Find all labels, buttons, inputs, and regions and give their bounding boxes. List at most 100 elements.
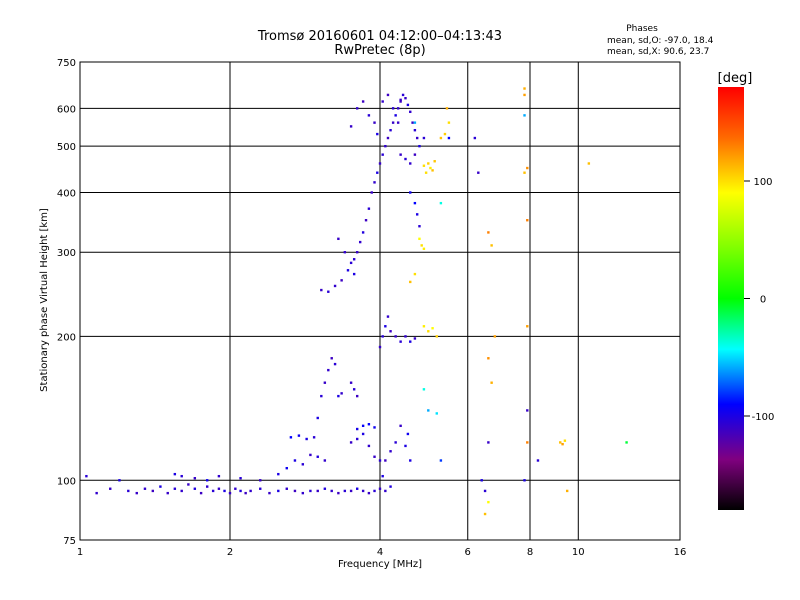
- x-tick-label: 2: [227, 547, 233, 558]
- data-point: [625, 441, 628, 444]
- plot-frame: [79, 61, 681, 541]
- x-tick-label: 6: [465, 547, 471, 558]
- data-point: [431, 327, 434, 330]
- data-point: [381, 474, 384, 478]
- data-point: [526, 441, 529, 444]
- data-point: [187, 483, 190, 486]
- data-point: [559, 441, 562, 444]
- data-point: [259, 487, 262, 490]
- data-point: [561, 442, 564, 446]
- data-point: [367, 444, 371, 448]
- colorbar-tick-label: 0: [760, 295, 766, 306]
- data-point: [526, 219, 529, 222]
- data-point: [389, 450, 392, 453]
- data-point: [443, 132, 447, 136]
- data-point: [293, 489, 297, 493]
- data-point: [409, 459, 412, 462]
- data-point: [223, 489, 226, 493]
- x-tick-label: 8: [527, 547, 533, 558]
- data-point: [193, 477, 197, 480]
- data-point: [384, 459, 387, 462]
- data-point: [217, 487, 221, 490]
- data-point: [361, 100, 365, 103]
- data-point: [526, 409, 529, 412]
- data-point: [180, 474, 183, 478]
- data-point: [352, 388, 356, 391]
- data-point: [109, 487, 112, 490]
- data-point: [343, 489, 347, 493]
- data-point: [563, 439, 567, 442]
- data-point: [228, 491, 232, 495]
- data-point: [259, 479, 262, 482]
- y-tick-label: 500: [57, 142, 76, 153]
- data-point: [415, 213, 419, 216]
- x-tick-label: 4: [377, 547, 383, 558]
- data-point: [373, 181, 376, 184]
- data-point: [523, 171, 526, 174]
- data-point: [409, 110, 412, 114]
- data-point: [249, 489, 252, 493]
- data-point: [386, 136, 390, 140]
- data-point: [422, 164, 426, 167]
- data-point: [367, 114, 371, 117]
- data-point: [477, 171, 480, 174]
- data-point: [418, 144, 421, 148]
- title-block: Tromsø 20160601 04:12:00–04:13:43 RwPret…: [257, 29, 502, 58]
- data-point: [378, 459, 382, 462]
- data-point: [381, 100, 384, 103]
- colorbar-gradient: [718, 87, 744, 510]
- data-point: [413, 128, 417, 132]
- data-point: [244, 491, 247, 495]
- data-point: [384, 489, 387, 493]
- data-point: [565, 489, 569, 493]
- colorbar-tick-label: 100: [753, 177, 772, 188]
- data-point: [373, 455, 376, 458]
- y-tick-label: 200: [57, 332, 76, 343]
- data-point: [394, 335, 397, 338]
- data-point: [340, 392, 343, 395]
- data-point: [323, 381, 327, 384]
- data-point: [355, 394, 359, 398]
- data-point: [370, 191, 373, 194]
- data-point: [173, 472, 177, 476]
- data-point: [297, 434, 301, 437]
- phases-info: Phases mean, sd,O: -97.0, 18.4 mean, sd,…: [607, 24, 714, 57]
- data-point: [384, 144, 387, 148]
- data-point: [406, 432, 410, 436]
- data-point: [349, 261, 353, 265]
- x-tick-label: 16: [674, 547, 687, 558]
- data-point: [378, 487, 382, 490]
- data-point: [435, 335, 438, 338]
- data-point: [396, 121, 400, 124]
- colorbar: [deg] 100 0 -100: [718, 71, 774, 510]
- data-point: [349, 381, 353, 384]
- data-point: [285, 466, 288, 470]
- data-point: [427, 162, 430, 165]
- data-point: [523, 93, 526, 97]
- data-point: [413, 272, 417, 276]
- data-point: [337, 394, 340, 398]
- y-tick-label: 100: [57, 476, 76, 487]
- data-point: [333, 362, 337, 366]
- data-point: [234, 487, 237, 490]
- data-point: [135, 491, 138, 495]
- data-point: [316, 416, 319, 420]
- data-point: [483, 489, 487, 493]
- x-tick-labels: 1 2 4 6 8 10 16: [77, 547, 687, 558]
- data-point: [151, 489, 155, 493]
- data-point: [95, 491, 98, 495]
- data-point: [394, 441, 397, 444]
- data-point: [415, 136, 419, 140]
- data-point: [166, 491, 169, 495]
- data-point: [364, 219, 368, 222]
- grid: [80, 62, 680, 540]
- data-point: [301, 491, 305, 495]
- y-tick-labels: 75 100 200 300 400 500 600 750: [57, 58, 76, 547]
- data-point: [381, 153, 384, 156]
- data-point: [159, 485, 162, 488]
- data-point: [289, 436, 293, 439]
- phases-line-x: mean, sd,X: 90.6, 23.7: [607, 47, 709, 57]
- data-point: [361, 424, 365, 428]
- data-point: [427, 330, 430, 333]
